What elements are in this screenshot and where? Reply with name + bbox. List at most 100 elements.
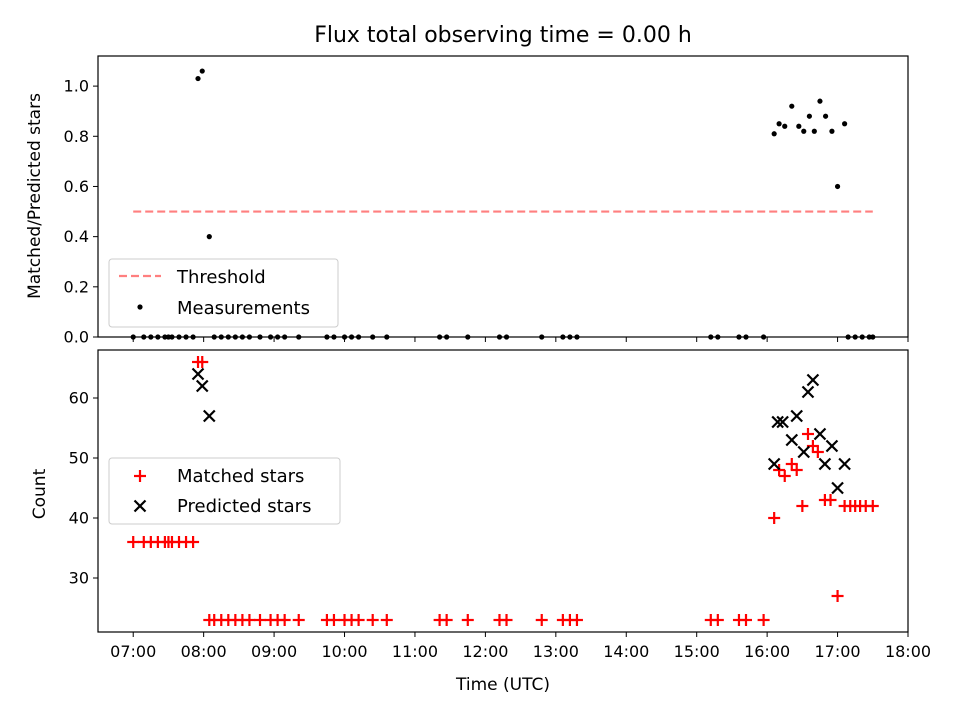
- predicted-star-point: [818, 457, 832, 471]
- matched-star-point: [790, 464, 803, 476]
- measurement-point: [822, 113, 829, 119]
- bottom-x-tick-label: 16:00: [744, 642, 790, 661]
- matched-star-point: [327, 614, 340, 626]
- legend-predicted-swatch: [133, 499, 147, 513]
- bottom-legend: Matched stars Predicted stars: [108, 457, 341, 525]
- predicted-star-point: [797, 445, 811, 459]
- bottom-x-tick-label: 10:00: [321, 642, 367, 661]
- predicted-star-point: [767, 457, 781, 471]
- x-marker-b: [825, 439, 839, 453]
- bottom-x-tick-label: 17:00: [815, 642, 861, 661]
- chart-title: Flux total observing time = 0.00 h: [314, 23, 692, 48]
- matched-star-point: [292, 614, 305, 626]
- bottom-y-tick-label: 30: [69, 569, 89, 588]
- top-plot-frame: [97, 55, 909, 338]
- predicted-star-point: [831, 481, 844, 495]
- matched-star-point: [380, 614, 393, 626]
- bottom-plot: 30 40 50 60 07:00 08:00 09:00 10:00 11:00 12:00 13…: [69, 356, 931, 661]
- matched-star-point: [831, 590, 844, 602]
- bottom-x-tick-label: 13:00: [533, 642, 579, 661]
- x-marker-b: [776, 415, 789, 429]
- matched-star-point: [243, 614, 256, 626]
- bottom-x-tick-label: 18:00: [885, 642, 931, 661]
- matched-star-point: [254, 614, 266, 626]
- x-marker-b: [191, 367, 205, 381]
- matched-star-point: [824, 494, 837, 506]
- predicted-star-point: [203, 409, 216, 423]
- measurement-point: [789, 103, 795, 109]
- matched-star-point: [352, 614, 365, 626]
- top-plot: 0.0 0.2 0.4 0.6 0.8 1.0: [64, 68, 909, 347]
- x-axis-label: Time (UTC): [455, 675, 550, 695]
- x-marker-b: [767, 457, 781, 471]
- matched-star-point: [866, 500, 879, 512]
- x-marker-b: [785, 433, 799, 447]
- matched-star-point: [127, 536, 140, 548]
- measurement-point: [829, 128, 835, 134]
- measurement-point: [834, 183, 841, 190]
- matched-star-point: [711, 614, 724, 626]
- legend-matched-swatch: [134, 470, 146, 482]
- predicted-star-point: [801, 385, 815, 399]
- x-marker-b: [195, 379, 209, 393]
- bottom-plot-frame: [97, 349, 909, 633]
- x-marker-b: [813, 427, 827, 441]
- predicted-star-point: [790, 409, 803, 423]
- legend-plus-marker: [134, 470, 146, 482]
- x-marker-b: [771, 415, 784, 429]
- x-marker-b: [801, 385, 815, 399]
- matched-star-point: [278, 614, 291, 626]
- bottom-x-tick-label: 08:00: [181, 642, 227, 661]
- top-y-tick-label: 0.8: [64, 127, 89, 146]
- predicted-star-point: [838, 457, 851, 471]
- predicted-star-point: [771, 415, 784, 429]
- matched-star-point: [811, 446, 824, 458]
- measurement-point: [206, 234, 212, 240]
- x-marker-b: [790, 409, 803, 423]
- measurement-point: [776, 121, 782, 127]
- matched-star-point: [196, 356, 209, 368]
- x-marker-b: [133, 499, 147, 513]
- top-y-axis-label: Matched/Predicted stars: [25, 93, 45, 299]
- bottom-x-tick-label: 07:00: [110, 642, 156, 661]
- matched-star-point: [570, 614, 583, 626]
- measurement-point: [817, 98, 823, 104]
- bottom-x-tick-label: 11:00: [392, 642, 438, 661]
- legend-matched-label: Matched stars: [177, 466, 304, 487]
- top-y-tick-label: 0.4: [64, 227, 89, 246]
- matched-star-point: [796, 500, 809, 512]
- matched-star-point: [440, 614, 453, 626]
- bottom-x-tick-label: 14:00: [603, 642, 649, 661]
- predicted-star-point: [191, 367, 205, 381]
- predicted-star-point: [195, 379, 209, 393]
- matched-star-point: [461, 614, 474, 626]
- x-marker-b: [797, 445, 811, 459]
- matched-star-point: [757, 614, 770, 626]
- measurement-point: [801, 128, 807, 134]
- bottom-y-axis-label: Count: [30, 468, 50, 519]
- measurement-point: [771, 131, 777, 137]
- matched-star-point: [187, 536, 200, 548]
- legend-measurements-label: Measurements: [177, 298, 310, 319]
- top-legend-box: [108, 258, 339, 328]
- x-marker-b: [831, 481, 844, 495]
- bottom-x-tick-label: 09:00: [251, 642, 297, 661]
- bottom-y-tick-label: 40: [69, 509, 89, 528]
- measurement-point: [195, 75, 201, 82]
- x-marker-b: [806, 373, 820, 387]
- predicted-star-point: [813, 427, 827, 441]
- predicted-star-point: [776, 415, 789, 429]
- matched-star-point: [801, 428, 814, 440]
- predicted-star-point: [806, 373, 820, 387]
- measurement-point: [199, 68, 205, 74]
- matched-star-point: [366, 614, 379, 626]
- bottom-x-tick-label: 15:00: [674, 642, 720, 661]
- matched-star-point: [768, 512, 781, 524]
- bottom-x-tick-label: 12:00: [462, 642, 508, 661]
- x-marker-b: [818, 457, 832, 471]
- measurement-point: [782, 123, 788, 129]
- top-y-tick-label: 1.0: [64, 77, 89, 96]
- bottom-y-tick-label: 60: [69, 389, 89, 408]
- matched-star-point: [778, 470, 791, 482]
